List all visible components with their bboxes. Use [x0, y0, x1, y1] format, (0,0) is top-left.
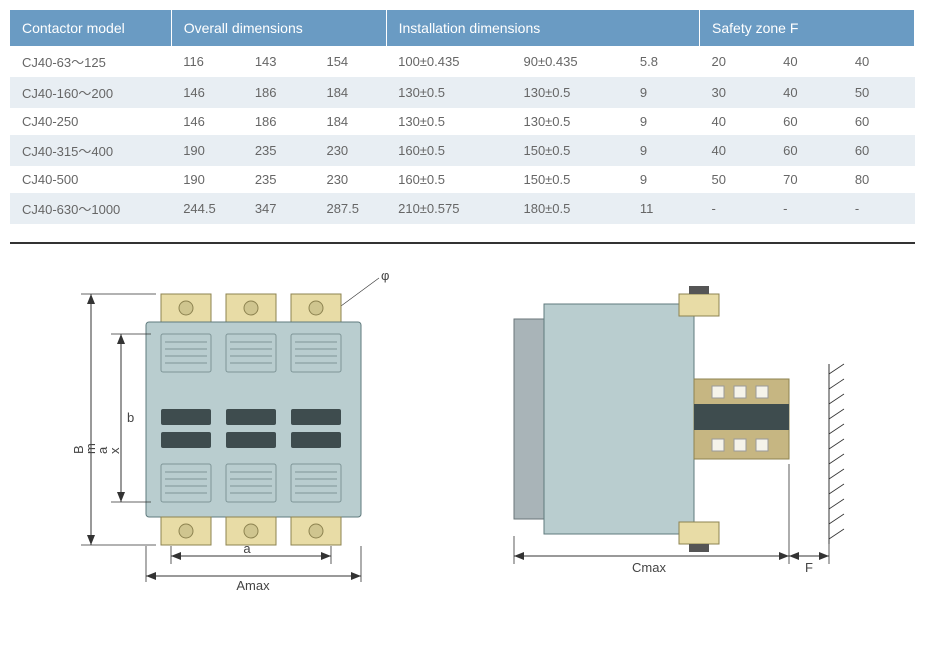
table-cell: 184: [314, 108, 386, 135]
table-cell: 287.5: [314, 193, 386, 224]
table-cell: 184: [314, 77, 386, 108]
table-row: CJ40-630～1000244.5347287.5210±0.575180±0…: [10, 193, 915, 224]
table-cell: 60: [771, 135, 843, 166]
table-cell: 150±0.5: [511, 135, 627, 166]
table-cell: 150±0.5: [511, 166, 627, 193]
table-cell: 186: [243, 77, 315, 108]
table-row: CJ40-160～200146186184130±0.5130±0.593040…: [10, 77, 915, 108]
table-header-cell: Installation dimensions: [386, 10, 699, 46]
divider: [10, 242, 915, 244]
table-cell: 116: [171, 46, 243, 77]
table-cell: 160±0.5: [386, 135, 511, 166]
amax-label: Amax: [237, 578, 271, 593]
table-cell: 40: [700, 108, 772, 135]
table-row: CJ40-250146186184130±0.5130±0.59406060: [10, 108, 915, 135]
table-cell: 60: [771, 108, 843, 135]
table-cell: CJ40-63～125: [10, 46, 171, 77]
table-cell: 130±0.5: [511, 77, 627, 108]
table-cell: CJ40-160～200: [10, 77, 171, 108]
table-cell: 235: [243, 166, 315, 193]
table-cell: 130±0.5: [511, 108, 627, 135]
table-header-row: Contactor modelOverall dimensionsInstall…: [10, 10, 915, 46]
table-row: CJ40-315～400190235230160±0.5150±0.594060…: [10, 135, 915, 166]
table-row: CJ40-63～125116143154100±0.43590±0.4355.8…: [10, 46, 915, 77]
table-cell: 210±0.575: [386, 193, 511, 224]
table-cell: 190: [171, 135, 243, 166]
table-cell: 235: [243, 135, 315, 166]
table-cell: 9: [628, 135, 700, 166]
table-cell: 50: [843, 77, 915, 108]
table-cell: 180±0.5: [511, 193, 627, 224]
hatch-wall: [829, 364, 844, 539]
table-cell: -: [843, 193, 915, 224]
table-cell: 244.5: [171, 193, 243, 224]
back-plate: [514, 319, 544, 519]
table-cell: CJ40-250: [10, 108, 171, 135]
table-cell: 146: [171, 108, 243, 135]
table-cell: 11: [628, 193, 700, 224]
table-cell: 5.8: [628, 46, 700, 77]
table-cell: CJ40-630～1000: [10, 193, 171, 224]
table-cell: 40: [771, 46, 843, 77]
table-cell: 230: [314, 135, 386, 166]
table-cell: 130±0.5: [386, 77, 511, 108]
table-cell: 143: [243, 46, 315, 77]
cmax-label: Cmax: [632, 560, 666, 575]
bmax-label: B m a x: [71, 440, 122, 454]
table-cell: CJ40-500: [10, 166, 171, 193]
table-cell: 186: [243, 108, 315, 135]
phi-label: φ: [381, 268, 389, 283]
table-cell: 80: [843, 166, 915, 193]
table-cell: 347: [243, 193, 315, 224]
table-cell: 20: [700, 46, 772, 77]
front-view-diagram: φ: [41, 264, 401, 594]
table-cell: 190: [171, 166, 243, 193]
table-header-cell: Safety zone F: [700, 10, 915, 46]
table-cell: 154: [314, 46, 386, 77]
table-cell: 146: [171, 77, 243, 108]
f-label: F: [805, 560, 813, 575]
table-cell: 9: [628, 108, 700, 135]
a-label: a: [244, 541, 252, 556]
lower-terminals: [161, 517, 341, 545]
table-cell: 40: [843, 46, 915, 77]
table-cell: 70: [771, 166, 843, 193]
table-row: CJ40-500190235230160±0.5150±0.59507080: [10, 166, 915, 193]
table-cell: 100±0.435: [386, 46, 511, 77]
upper-terminals: [161, 294, 341, 322]
side-body: [544, 304, 694, 534]
phi-leader: [341, 278, 379, 306]
table-cell: -: [700, 193, 772, 224]
table-cell: 40: [700, 135, 772, 166]
table-cell: -: [771, 193, 843, 224]
table-cell: CJ40-315～400: [10, 135, 171, 166]
b-label: b: [127, 410, 134, 425]
table-cell: 60: [843, 108, 915, 135]
side-view-diagram: Cmax F: [464, 264, 884, 594]
table-cell: 9: [628, 77, 700, 108]
table-cell: 160±0.5: [386, 166, 511, 193]
table-cell: 40: [771, 77, 843, 108]
table-body: CJ40-63～125116143154100±0.43590±0.4355.8…: [10, 46, 915, 224]
table-header-cell: Contactor model: [10, 10, 171, 46]
table-cell: 130±0.5: [386, 108, 511, 135]
table-header-cell: Overall dimensions: [171, 10, 386, 46]
diagrams-row: φ: [10, 264, 915, 594]
table-cell: 9: [628, 166, 700, 193]
table-cell: 30: [700, 77, 772, 108]
table-cell: 230: [314, 166, 386, 193]
spec-table: Contactor modelOverall dimensionsInstall…: [10, 10, 915, 224]
table-cell: 50: [700, 166, 772, 193]
table-cell: 60: [843, 135, 915, 166]
table-cell: 90±0.435: [511, 46, 627, 77]
